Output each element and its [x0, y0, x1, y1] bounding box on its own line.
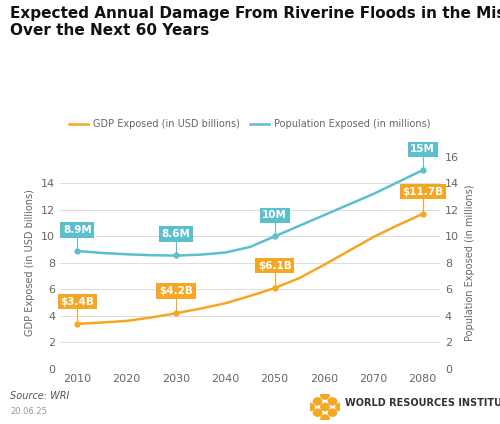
Text: $6.1B: $6.1B — [258, 261, 292, 271]
Text: Source: WRI: Source: WRI — [10, 391, 70, 401]
Circle shape — [306, 404, 314, 410]
Text: 10M: 10M — [262, 210, 287, 220]
Legend: GDP Exposed (in USD billions), Population Exposed (in millions): GDP Exposed (in USD billions), Populatio… — [65, 115, 434, 133]
Text: 8.6M: 8.6M — [162, 229, 190, 239]
Text: Expected Annual Damage From Riverine Floods in the Mississippi Basin: Expected Annual Damage From Riverine Flo… — [10, 6, 500, 21]
Text: 20.06.25: 20.06.25 — [10, 407, 47, 416]
Text: 15M: 15M — [410, 144, 435, 154]
Text: WORLD RESOURCES INSTITUTE: WORLD RESOURCES INSTITUTE — [345, 398, 500, 408]
Circle shape — [328, 409, 336, 416]
Text: $3.4B: $3.4B — [60, 297, 94, 307]
Text: $4.2B: $4.2B — [159, 286, 193, 296]
Y-axis label: Population Exposed (in millions): Population Exposed (in millions) — [464, 184, 474, 341]
Text: Over the Next 60 Years: Over the Next 60 Years — [10, 23, 209, 38]
Circle shape — [314, 398, 322, 405]
Text: 8.9M: 8.9M — [63, 225, 92, 235]
Circle shape — [314, 409, 322, 416]
Circle shape — [336, 404, 344, 410]
Text: $11.7B: $11.7B — [402, 187, 444, 197]
Y-axis label: GDP Exposed (in USD billions): GDP Exposed (in USD billions) — [26, 190, 36, 336]
Circle shape — [328, 398, 336, 405]
Circle shape — [321, 404, 329, 410]
Circle shape — [321, 415, 329, 422]
Circle shape — [321, 392, 329, 399]
